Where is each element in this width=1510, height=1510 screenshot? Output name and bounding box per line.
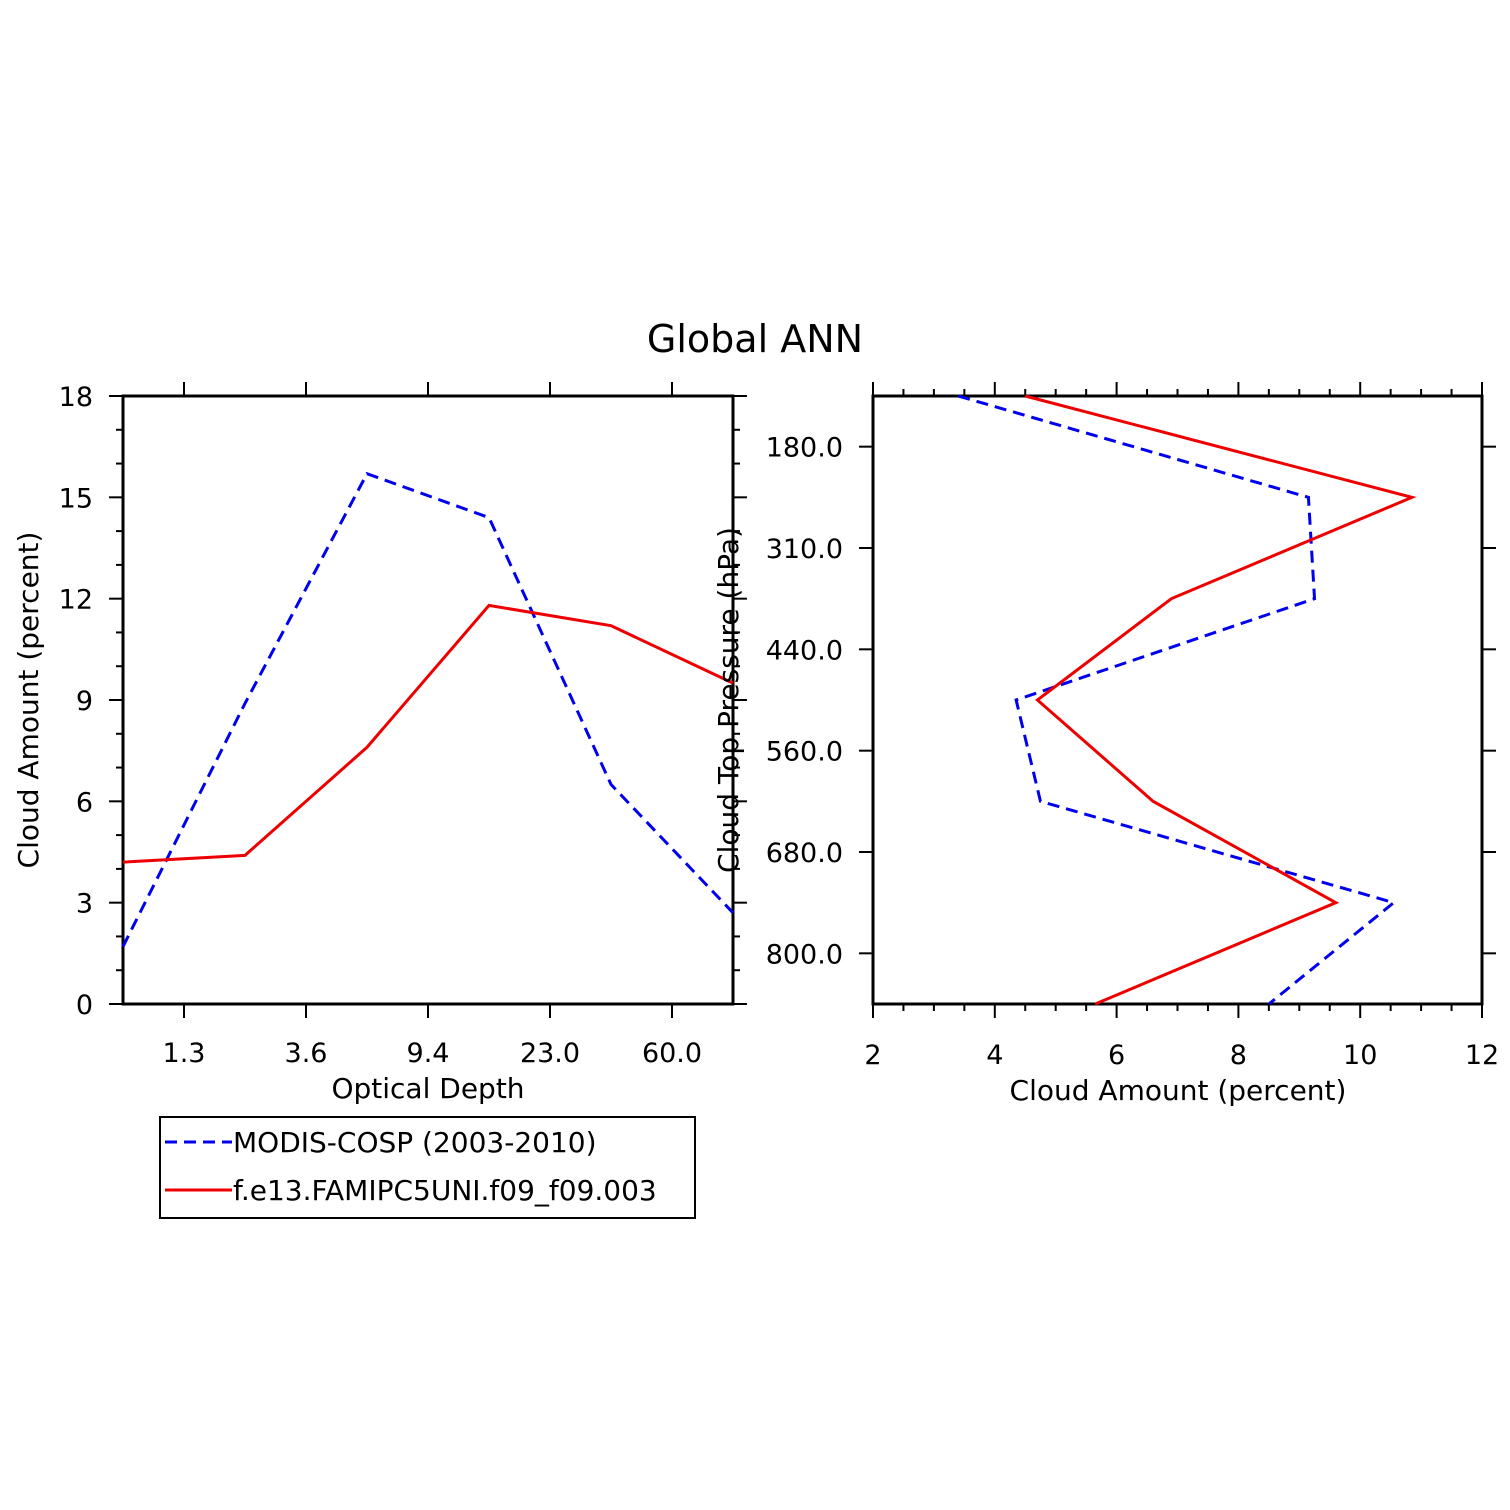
right-x-tick-label: 12: [1465, 1040, 1499, 1071]
left-y-tick-label: 9: [76, 686, 93, 717]
legend-box: [159, 1116, 696, 1219]
right-series-obs-line: [957, 394, 1397, 1006]
legend-label-obs: MODIS-COSP (2003-2010): [233, 1126, 597, 1159]
left-y-tick-label: 15: [59, 483, 93, 514]
left-x-tick-label: 60.0: [642, 1038, 702, 1069]
right-x-tick-label: 2: [864, 1040, 881, 1071]
left-y-tick-label: 3: [76, 889, 93, 920]
right-x-tick-label: 6: [1108, 1040, 1125, 1071]
right-y-tick-label: 680.0: [766, 838, 843, 869]
left-x-tick-label: 1.3: [163, 1038, 206, 1069]
right-panel: 2 4 6 8 10 12 180.0 310.0 440.0 560.0 680.0 800.0 C…: [712, 382, 1499, 1107]
left-y-tick-label: 6: [76, 787, 93, 818]
right-y-tick-label: 180.0: [766, 433, 843, 464]
left-panel: 0 3 6 9 12 15 18 1.3 3.6 9.4 23.0 60.0 Optical Dept…: [12, 382, 747, 1105]
right-series-model-line: [1024, 394, 1417, 1006]
right-y-axis-label: Cloud Top Pressure (hPa): [712, 527, 745, 873]
right-x-tick-label: 8: [1230, 1040, 1247, 1071]
left-y-tick-label: 0: [76, 990, 93, 1021]
legend-label-model: f.e13.FAMIPC5UNI.f09_f09.003: [233, 1174, 657, 1207]
legend: MODIS-COSP (2003-2010) f.e13.FAMIPC5UNI.…: [159, 1116, 696, 1219]
right-plot-frame: [871, 394, 1484, 1006]
left-y-tick-label: 18: [59, 382, 93, 413]
left-series-obs-line: [121, 471, 735, 948]
right-y-tick-label: 440.0: [766, 635, 843, 666]
left-y-tick-label: 12: [59, 585, 93, 616]
chart-title: Global ANN: [647, 317, 863, 361]
right-x-tick-label: 10: [1343, 1040, 1377, 1071]
left-x-tick-label: 9.4: [407, 1038, 450, 1069]
right-x-tick-label: 4: [986, 1040, 1003, 1071]
right-y-tick-label: 800.0: [766, 939, 843, 970]
right-x-axis-label: Cloud Amount (percent): [1010, 1074, 1347, 1107]
left-plot-frame: [121, 394, 735, 1006]
left-series-model-line: [122, 603, 734, 864]
right-y-tick-label: 560.0: [766, 737, 843, 768]
left-y-axis-label: Cloud Amount (percent): [12, 532, 45, 869]
left-x-tick-label: 3.6: [285, 1038, 328, 1069]
left-x-tick-label: 23.0: [520, 1038, 580, 1069]
right-y-tick-label: 310.0: [766, 534, 843, 565]
left-x-axis-label: Optical Depth: [331, 1072, 524, 1105]
